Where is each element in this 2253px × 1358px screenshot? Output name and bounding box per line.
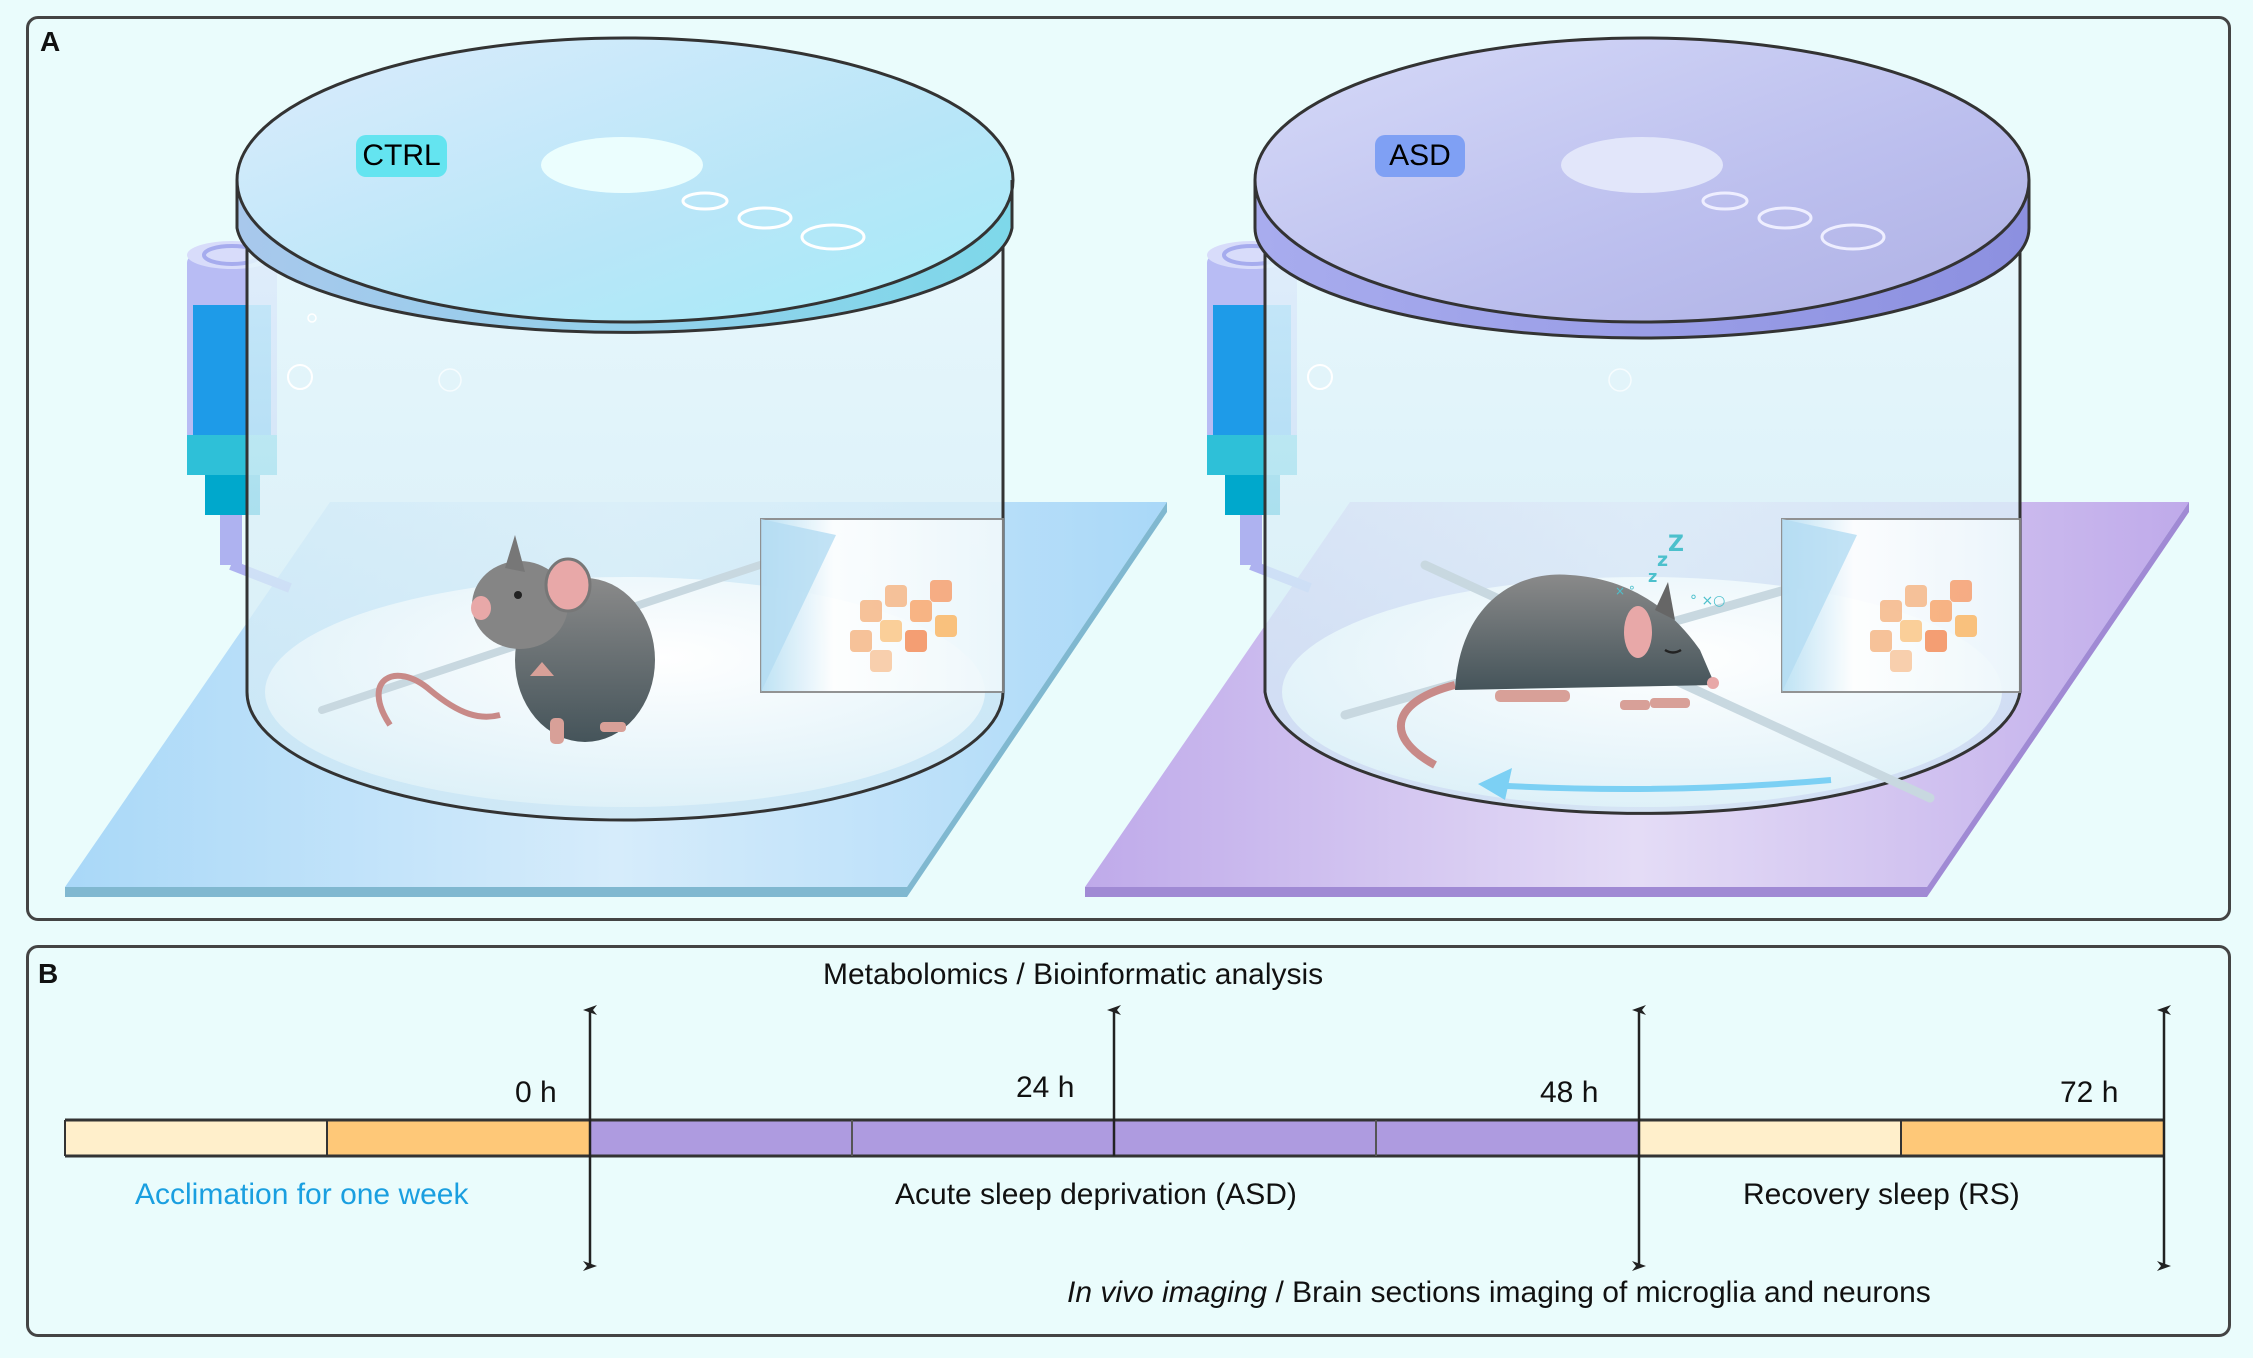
imaging-annotation: In vivo imaging / Brain sections imaging…	[1067, 1278, 1931, 1308]
in-vivo-imaging-text: In vivo imaging	[1067, 1276, 1268, 1309]
timepoint-48h: 48 h	[1540, 1076, 1599, 1109]
phase-recovery: Recovery sleep (RS)	[1743, 1178, 2020, 1211]
panel-a-letter: A	[40, 26, 61, 57]
svg-text:× °: × °	[1615, 584, 1635, 598]
panel-b-frame	[26, 945, 2231, 1337]
zzz-icon: z z Z × ° ° ×○	[1615, 532, 1725, 609]
svg-text:Z: Z	[1668, 532, 1684, 557]
phase-asd: Acute sleep deprivation (ASD)	[895, 1178, 1297, 1211]
timepoint-72h: 72 h	[2060, 1076, 2119, 1109]
panel-b-letter: B	[38, 958, 59, 989]
ctrl-badge: CTRL	[356, 135, 447, 177]
food-hopper-icon	[760, 518, 1004, 693]
food-hopper-icon	[1781, 518, 2021, 693]
svg-text:z: z	[1657, 549, 1668, 571]
brain-sections-text: / Brain sections imaging of microglia an…	[1267, 1276, 1931, 1309]
asd-badge: ASD	[1375, 135, 1465, 177]
timepoint-0h: 0 h	[515, 1076, 557, 1109]
awake-mouse-icon	[375, 535, 655, 744]
sleeping-mouse-icon	[1397, 574, 1719, 769]
ctrl-cage	[65, 36, 1167, 897]
svg-text:z: z	[1648, 567, 1657, 586]
timepoint-24h: 24 h	[1016, 1071, 1075, 1104]
metabolomics-annotation: Metabolomics / Bioinformatic analysis	[823, 958, 1324, 991]
cage-illustrations: z z Z × ° ° ×○	[65, 36, 2189, 897]
asd-cage: z z Z × ° ° ×○	[1085, 36, 2189, 897]
panel-a-frame	[26, 16, 2231, 921]
rotating-bar-arrow-icon	[1478, 768, 1832, 800]
phase-acclimation: Acclimation for one week	[135, 1178, 469, 1211]
svg-text:° ×○: ° ×○	[1690, 593, 1725, 609]
